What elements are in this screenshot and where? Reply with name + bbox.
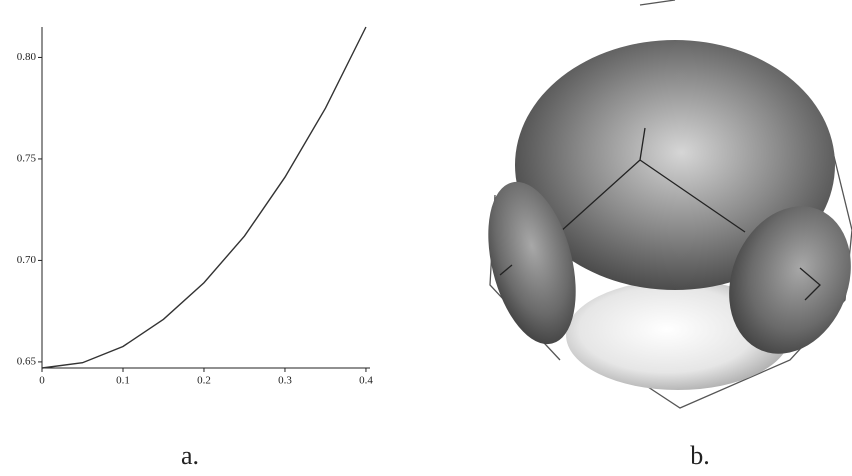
curve <box>41 26 367 369</box>
render-3d <box>488 0 852 409</box>
axis-line <box>639 159 746 233</box>
caption: b. <box>690 441 710 470</box>
x-tick-label: 0.4 <box>359 375 373 387</box>
y-tick-label: 0.70 <box>17 254 37 266</box>
y-tick-label: 0.80 <box>17 51 37 63</box>
y-tick-label: 0.65 <box>17 355 37 367</box>
caption: a. <box>181 441 199 470</box>
x-tick-label: 0 <box>39 375 45 387</box>
axis-line <box>499 264 513 276</box>
right-disk <box>729 206 851 354</box>
big-ellipsoid <box>515 40 835 290</box>
axis-line <box>799 267 821 301</box>
wire <box>639 0 676 6</box>
y-tick-label: 0.75 <box>17 152 37 164</box>
x-tick-label: 0.3 <box>278 375 292 387</box>
left-disk <box>488 181 576 345</box>
x-tick-label: 0.1 <box>116 375 130 387</box>
x-tick-label: 0.2 <box>197 375 211 387</box>
